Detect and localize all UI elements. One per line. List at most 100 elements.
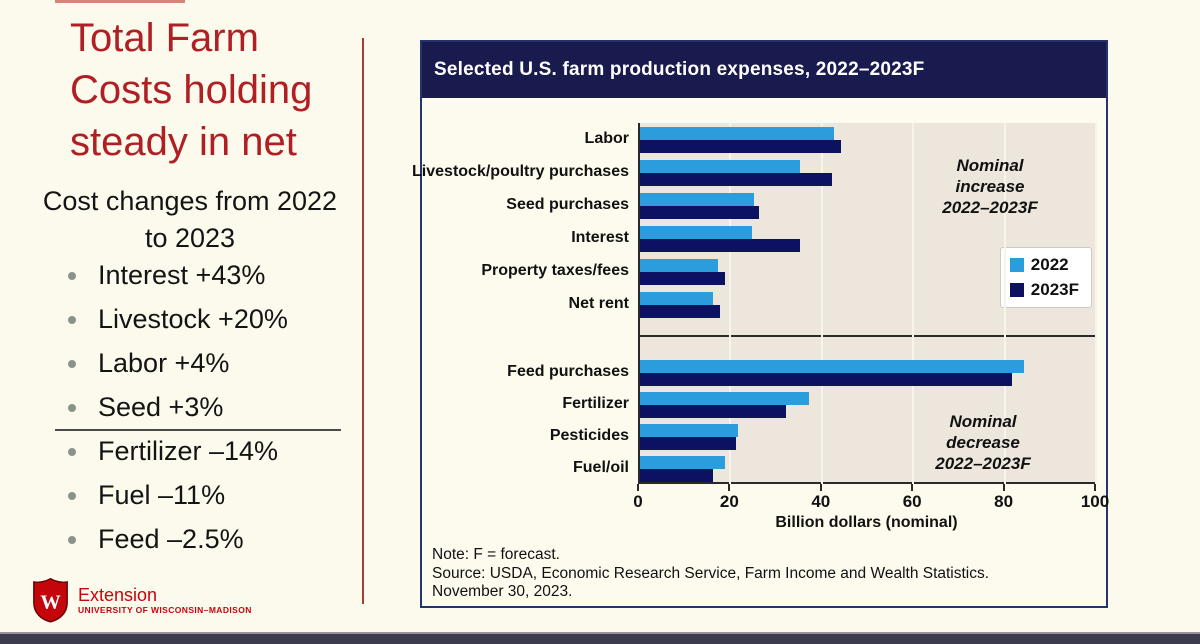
bar-2022 bbox=[640, 456, 725, 469]
bar-category-label: Net rent bbox=[568, 295, 629, 312]
note-date: November 30, 2023. bbox=[432, 583, 573, 600]
tick-mark bbox=[1002, 484, 1005, 491]
bullet-icon bbox=[68, 535, 76, 544]
tick-label: 0 bbox=[633, 492, 643, 511]
legend-item: 2022 bbox=[1009, 255, 1079, 275]
tick-mark bbox=[637, 484, 639, 491]
bullet-icon bbox=[68, 315, 76, 324]
group-divider-line bbox=[638, 335, 1095, 337]
list-item: Fertilizer –14% bbox=[68, 436, 278, 467]
bar-category-label: Labor bbox=[584, 130, 629, 147]
bar-2023F bbox=[640, 173, 832, 186]
bar-2023F bbox=[640, 239, 800, 252]
tick-label: 60 bbox=[902, 492, 922, 511]
svg-text:W: W bbox=[40, 591, 61, 613]
tick-mark bbox=[911, 484, 914, 491]
list-item-label: Feed –2.5% bbox=[98, 524, 244, 554]
tick-mark bbox=[1094, 484, 1096, 491]
slide-subtitle: Cost changes from 2022 to 2023 bbox=[42, 186, 338, 253]
bar-2023F bbox=[640, 140, 842, 153]
list-item: Feed –2.5% bbox=[68, 524, 244, 555]
gridline bbox=[820, 123, 823, 484]
bar-2022 bbox=[640, 392, 810, 405]
uw-extension-logo: W Extension UNIVERSITY OF WISCONSIN–MADI… bbox=[32, 577, 252, 623]
bullet-icon bbox=[68, 271, 76, 280]
bar-2022 bbox=[640, 127, 835, 140]
logo-sub-name: UNIVERSITY OF WISCONSIN–MADISON bbox=[78, 604, 252, 615]
vertical-divider-line bbox=[362, 38, 364, 604]
x-axis-line bbox=[638, 482, 1095, 484]
bar-category-label: Pesticides bbox=[549, 427, 629, 444]
note-source: Source: USDA, Economic Research Service,… bbox=[432, 564, 990, 582]
x-axis-ticks: 0 20 40 60 80 100 bbox=[633, 484, 1109, 514]
legend-item: 2023F bbox=[1009, 280, 1079, 300]
bar-2022 bbox=[640, 424, 739, 437]
tick-mark bbox=[728, 484, 731, 491]
tick-label: 40 bbox=[811, 492, 831, 511]
bar-2022 bbox=[640, 360, 1024, 373]
bar-category-label: Fuel/oil bbox=[573, 459, 629, 476]
bar-2023F bbox=[640, 437, 736, 450]
tick-label: 100 bbox=[1080, 492, 1110, 511]
bar-category-label: Interest bbox=[571, 229, 629, 246]
bullet-icon bbox=[68, 359, 76, 368]
bar-category-label: Property taxes/fees bbox=[481, 262, 629, 279]
gridline bbox=[912, 123, 915, 484]
list-item: Interest +43% bbox=[68, 260, 265, 291]
bar-category-label: Feed purchases bbox=[507, 363, 629, 380]
tick-label: 80 bbox=[994, 492, 1014, 511]
y-axis-line bbox=[638, 123, 640, 484]
bar-category-label: Livestock/poultry purchases bbox=[412, 163, 629, 180]
bottom-bar bbox=[0, 632, 1200, 644]
list-item-label: Fuel –11% bbox=[98, 480, 226, 510]
bullet-icon bbox=[68, 403, 76, 412]
slide-title: Total Farm Costs holding steady in net bbox=[70, 16, 313, 164]
list-divider bbox=[55, 429, 341, 431]
gridline bbox=[1095, 123, 1097, 484]
chart-card: Selected U.S. farm production expenses, … bbox=[412, 40, 1109, 608]
list-item: Labor +4% bbox=[68, 348, 229, 379]
tick-mark bbox=[819, 484, 822, 491]
bar-2023F bbox=[640, 405, 787, 418]
uw-crest-icon: W bbox=[33, 577, 68, 623]
bar-2023F bbox=[640, 469, 714, 482]
list-item: Fuel –11% bbox=[68, 480, 225, 511]
bar-2022 bbox=[640, 193, 755, 206]
plot-area: 2022 2023F Labor Livestock/poultry purchas… bbox=[412, 123, 1097, 484]
bar-2023F bbox=[640, 373, 1013, 386]
bar-2023F bbox=[640, 206, 759, 219]
list-item: Seed +3% bbox=[68, 392, 223, 423]
list-item-label: Fertilizer –14% bbox=[98, 436, 279, 466]
bar-2023F bbox=[640, 272, 725, 285]
logo-org-name: Extension bbox=[78, 584, 158, 605]
legend: 2022 2023F bbox=[999, 247, 1092, 308]
legend-swatch bbox=[1009, 258, 1024, 272]
gridline bbox=[729, 123, 732, 484]
list-item-label: Interest +43% bbox=[98, 260, 266, 290]
bullet-icon bbox=[68, 491, 76, 500]
group-annotation: Nominal decrease 2022–2023F bbox=[935, 412, 1031, 473]
note-forecast: Note: F = forecast. bbox=[432, 546, 560, 563]
x-axis-label: Billion dollars (nominal) bbox=[775, 514, 958, 531]
bar-2023F bbox=[640, 305, 720, 318]
legend-swatch bbox=[1009, 283, 1024, 297]
list-item-label: Livestock +20% bbox=[98, 304, 288, 334]
bar-2022 bbox=[640, 259, 718, 272]
tick-label: 20 bbox=[719, 492, 739, 511]
bar-category-label: Seed purchases bbox=[506, 196, 629, 213]
legend-label: 2023F bbox=[1030, 280, 1079, 299]
bar-2022 bbox=[640, 226, 752, 239]
group-annotation: Nominal increase 2022–2023F bbox=[942, 156, 1038, 217]
chart-title: Selected U.S. farm production expenses, … bbox=[422, 42, 1106, 98]
bar-2022 bbox=[640, 160, 800, 173]
top-red-strip bbox=[55, 0, 185, 3]
bar-category-label: Fertilizer bbox=[562, 395, 629, 412]
bullet-icon bbox=[68, 447, 76, 456]
chart-notes: Note: F = forecast. Source: USDA, Econom… bbox=[432, 546, 989, 602]
list-item-label: Seed +3% bbox=[98, 392, 224, 422]
gridline bbox=[1003, 123, 1006, 484]
legend-label: 2022 bbox=[1030, 255, 1069, 274]
bar-2022 bbox=[640, 292, 714, 305]
list-item: Livestock +20% bbox=[68, 304, 288, 335]
list-item-label: Labor +4% bbox=[98, 348, 230, 378]
